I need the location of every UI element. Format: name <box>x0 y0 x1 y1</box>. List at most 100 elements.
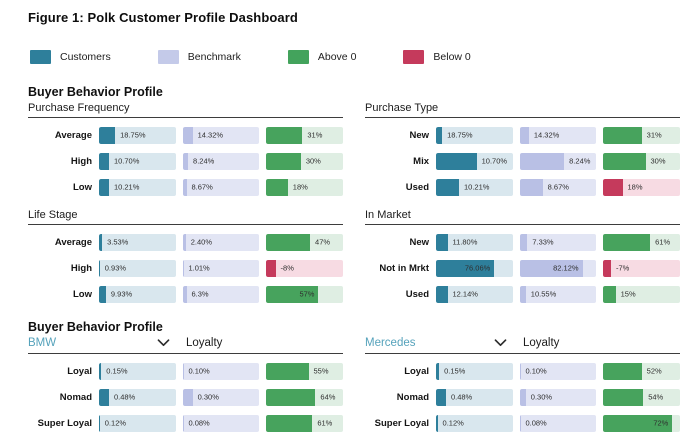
change-bar: 72% <box>603 414 681 432</box>
customers-bar: 18.75% <box>436 126 513 144</box>
benchmark-bar: 8.67% <box>182 178 260 196</box>
benchmark-bar: 6.3% <box>182 285 260 303</box>
benchmark-value: 2.40% <box>190 237 213 247</box>
benchmark-bar-fill <box>182 388 193 406</box>
benchmark-value: 0.30% <box>530 392 553 402</box>
benchmark-value: 8.67% <box>191 182 213 192</box>
customers-value: 10.70% <box>113 156 140 166</box>
customers-bar-fill <box>436 362 440 380</box>
row-label: Loyal <box>67 365 92 377</box>
change-bar-fill <box>603 178 623 196</box>
change-bar: 61% <box>603 233 681 251</box>
row-label: Super Loyal <box>374 417 429 429</box>
row-label: Nomad <box>59 391 92 403</box>
benchmark-value: 14.32% <box>533 130 560 140</box>
change-value: 61% <box>655 237 671 247</box>
row-label: Low <box>73 288 92 300</box>
benchmark-swatch-icon <box>157 50 179 64</box>
change-bar: 18% <box>603 178 681 196</box>
chevron-down-icon[interactable] <box>157 339 170 347</box>
benchmark-bar: 8.24% <box>519 152 597 170</box>
customers-bar-fill <box>99 388 109 406</box>
customers-value: 0.93% <box>104 263 127 273</box>
customers-bar: 18.75% <box>99 126 176 144</box>
table-row: Nomad 0.48% 0.30% 64% <box>28 384 344 410</box>
customers-value: 11.80% <box>452 237 478 247</box>
customers-bar-fill <box>436 285 448 303</box>
benchmark-value: 8.24% <box>569 156 591 166</box>
benchmark-bar-fill <box>182 178 187 196</box>
benchmark-bar: 82.12% <box>519 259 597 277</box>
customers-bar-fill <box>436 259 495 277</box>
customers-bar: 0.48% <box>436 388 513 406</box>
table-row: Used 12.14% 10.55% 15% <box>365 281 681 307</box>
benchmark-value: 82.12% <box>553 263 579 273</box>
change-bar: 57% <box>266 285 344 303</box>
panel-title: Purchase Frequency <box>28 102 343 118</box>
row-label: Super Loyal <box>37 417 92 429</box>
legend-label: Above 0 <box>317 51 357 63</box>
benchmark-bar-fill <box>519 362 521 380</box>
customers-bar: 12.14% <box>436 285 513 303</box>
legend-label: Benchmark <box>187 51 241 63</box>
panel-header: BMW Loyalty <box>28 337 343 354</box>
change-bar: 64% <box>266 388 344 406</box>
panel-title: Loyalty <box>186 337 223 349</box>
below-swatch-icon <box>403 50 425 64</box>
customers-bar-fill <box>99 178 109 196</box>
change-value: 52% <box>646 366 662 376</box>
change-value: 30% <box>305 156 321 166</box>
customers-value: 76.06% <box>464 263 491 273</box>
customers-bar-fill <box>436 152 477 170</box>
customers-value: 12.14% <box>452 289 478 299</box>
benchmark-bar-fill <box>519 152 565 170</box>
chevron-down-icon[interactable] <box>494 339 507 347</box>
change-bar-fill <box>603 388 644 406</box>
change-bar-fill <box>603 362 642 380</box>
customers-value: 0.15% <box>106 366 128 376</box>
customers-value: 10.70% <box>481 156 508 166</box>
customers-bar-fill <box>99 152 109 170</box>
change-bar-fill <box>603 259 611 277</box>
benchmark-bar-fill <box>182 285 187 303</box>
benchmark-bar-fill <box>519 259 583 277</box>
customers-value: 9.93% <box>110 289 133 299</box>
change-bar-fill <box>603 152 646 170</box>
bottom-panels-grid: BMW Loyalty Loyal 0.15% 0.10% 55% Nomad … <box>28 337 681 436</box>
benchmark-bar-fill <box>519 285 526 303</box>
change-bar-fill <box>266 362 309 380</box>
change-bar-fill <box>266 178 288 196</box>
change-bar: -8% <box>266 259 344 277</box>
dropdown-selected-value[interactable]: Mercedes <box>365 337 416 349</box>
change-bar: 54% <box>603 388 681 406</box>
benchmark-bar-fill <box>519 414 521 432</box>
brand-dropdown-mercedes[interactable]: Mercedes <box>365 337 523 349</box>
customers-bar-fill <box>99 362 102 380</box>
table-row: Super Loyal 0.12% 0.08% 72% <box>365 410 681 436</box>
benchmark-value: 6.3% <box>191 289 209 299</box>
change-value: 31% <box>307 130 323 140</box>
row-label: Used <box>405 181 429 193</box>
above-swatch-icon <box>287 50 309 64</box>
benchmark-bar-fill <box>182 126 193 144</box>
change-value: 72% <box>653 418 669 428</box>
panel-in-market: In Market New 11.80% 7.33% 61% Not in Mr… <box>365 209 681 307</box>
row-label: High <box>70 155 92 167</box>
legend-label: Below 0 <box>433 51 471 63</box>
customers-bar: 0.12% <box>436 414 513 432</box>
benchmark-value: 0.08% <box>525 418 547 428</box>
table-row: High 0.93% 1.01% -8% <box>28 255 344 281</box>
panel-title: Purchase Type <box>365 102 680 118</box>
dropdown-selected-value[interactable]: BMW <box>28 337 57 349</box>
panel-title: Loyalty <box>523 337 560 349</box>
customers-bar: 11.80% <box>436 233 513 251</box>
brand-dropdown-bmw[interactable]: BMW <box>28 337 186 349</box>
row-label: Used <box>405 288 429 300</box>
row-label: Average <box>54 129 92 141</box>
customers-value: 18.75% <box>447 130 473 140</box>
change-value: 18% <box>292 182 308 192</box>
change-value: -7% <box>616 263 630 273</box>
benchmark-bar: 8.67% <box>519 178 597 196</box>
change-value: 31% <box>646 130 662 140</box>
benchmark-bar-fill <box>519 233 528 251</box>
